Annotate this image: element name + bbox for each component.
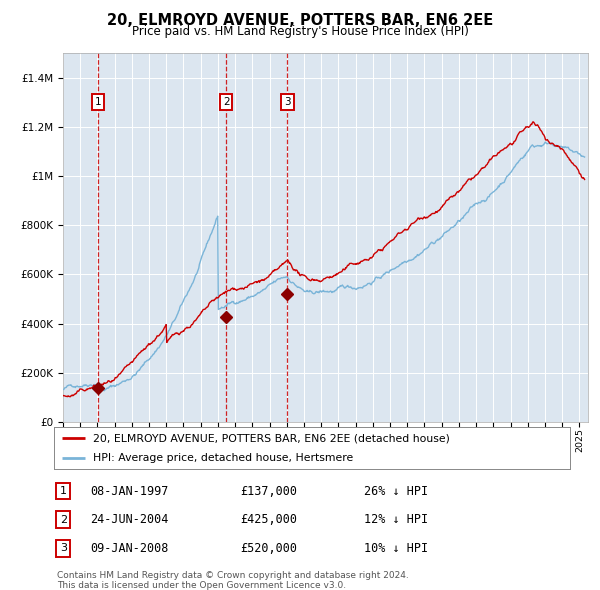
Text: 09-JAN-2008: 09-JAN-2008 — [90, 542, 169, 555]
Text: 2: 2 — [60, 515, 67, 525]
Text: 2: 2 — [223, 97, 229, 107]
Text: HPI: Average price, detached house, Hertsmere: HPI: Average price, detached house, Hert… — [92, 453, 353, 463]
Text: £520,000: £520,000 — [240, 542, 297, 555]
Text: Price paid vs. HM Land Registry's House Price Index (HPI): Price paid vs. HM Land Registry's House … — [131, 25, 469, 38]
Text: Contains HM Land Registry data © Crown copyright and database right 2024.
This d: Contains HM Land Registry data © Crown c… — [57, 571, 409, 590]
Text: 1: 1 — [60, 486, 67, 496]
Text: 20, ELMROYD AVENUE, POTTERS BAR, EN6 2EE: 20, ELMROYD AVENUE, POTTERS BAR, EN6 2EE — [107, 13, 493, 28]
Text: 1: 1 — [95, 97, 101, 107]
Text: 3: 3 — [284, 97, 290, 107]
Text: 10% ↓ HPI: 10% ↓ HPI — [364, 542, 428, 555]
Text: 24-JUN-2004: 24-JUN-2004 — [90, 513, 169, 526]
Text: 08-JAN-1997: 08-JAN-1997 — [90, 484, 169, 497]
Text: 12% ↓ HPI: 12% ↓ HPI — [364, 513, 428, 526]
Text: 3: 3 — [60, 543, 67, 553]
Text: 26% ↓ HPI: 26% ↓ HPI — [364, 484, 428, 497]
Text: £425,000: £425,000 — [240, 513, 297, 526]
Text: 20, ELMROYD AVENUE, POTTERS BAR, EN6 2EE (detached house): 20, ELMROYD AVENUE, POTTERS BAR, EN6 2EE… — [92, 433, 449, 443]
Text: £137,000: £137,000 — [240, 484, 297, 497]
